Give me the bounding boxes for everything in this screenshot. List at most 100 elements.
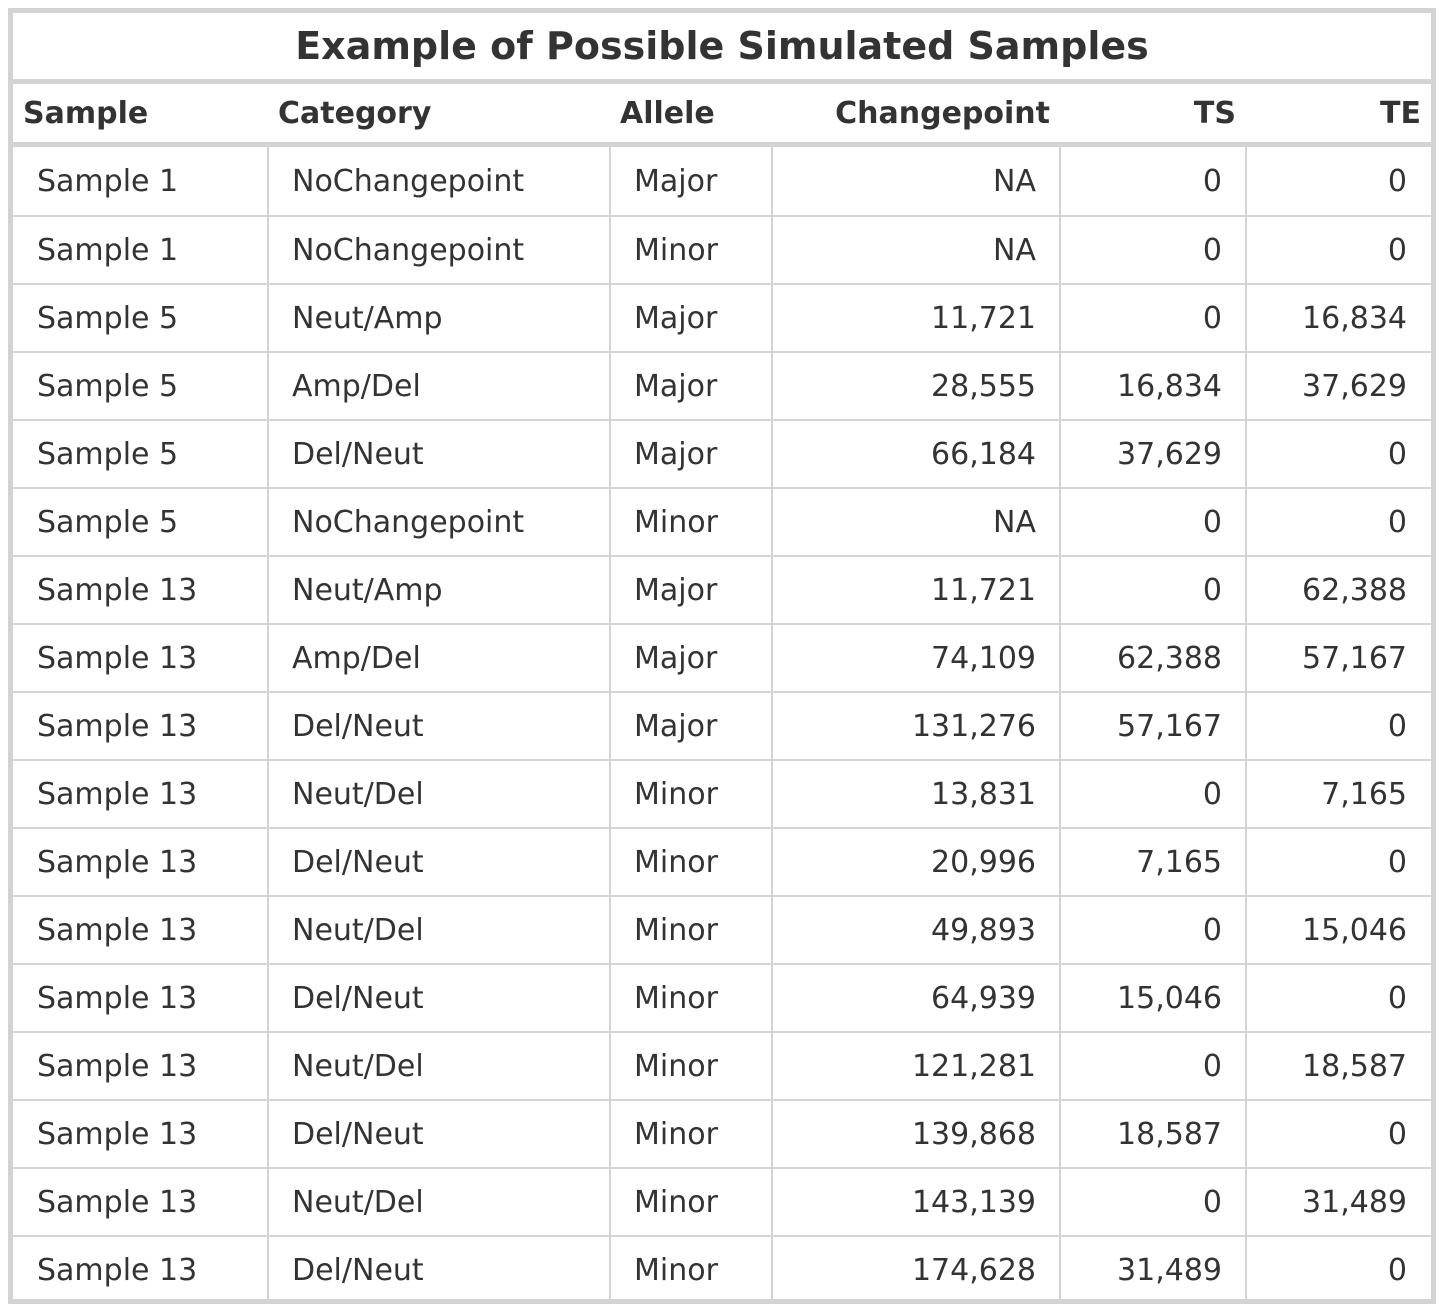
header-changepoint: Changepoint — [835, 95, 1050, 131]
table-row: Sample 5 Neut/Amp Major 11,721 0 16,834 — [13, 283, 1431, 351]
cell-allele: Major — [634, 640, 718, 676]
table-row: Sample 13 Del/Neut Minor 64,939 15,046 0 — [13, 963, 1431, 1031]
cell-ts: 0 — [1202, 163, 1222, 199]
cell-sample: Sample 5 — [37, 368, 179, 404]
cell-ts: 0 — [1202, 1048, 1222, 1084]
table-row: Sample 13 Neut/Del Minor 49,893 0 15,046 — [13, 895, 1431, 963]
cell-allele: Major — [634, 436, 718, 472]
cell-category: Del/Neut — [292, 708, 424, 744]
table-row: Sample 13 Neut/Del Minor 121,281 0 18,587 — [13, 1031, 1431, 1099]
column-divider — [267, 147, 269, 1304]
cell-allele: Minor — [634, 1184, 718, 1220]
cell-ts: 16,834 — [1117, 368, 1222, 404]
cell-sample: Sample 13 — [37, 776, 198, 812]
table-row: Sample 5 NoChangepoint Minor NA 0 0 — [13, 487, 1431, 555]
cell-allele: Minor — [634, 912, 718, 948]
header-ts: TS — [1193, 95, 1236, 131]
column-divider — [1059, 147, 1061, 1304]
cell-changepoint: 11,721 — [931, 572, 1036, 608]
cell-allele: Minor — [634, 1252, 718, 1288]
table-row: Sample 13 Neut/Amp Major 11,721 0 62,388 — [13, 555, 1431, 623]
cell-te: 0 — [1387, 980, 1407, 1016]
table-row: Sample 13 Del/Neut Minor 20,996 7,165 0 — [13, 827, 1431, 895]
cell-ts: 7,165 — [1136, 844, 1222, 880]
cell-te: 0 — [1387, 1252, 1407, 1288]
cell-te: 57,167 — [1302, 640, 1407, 676]
cell-ts: 0 — [1202, 912, 1222, 948]
cell-changepoint: 121,281 — [911, 1048, 1036, 1084]
cell-allele: Major — [634, 300, 718, 336]
table-row: Sample 1 NoChangepoint Minor NA 0 0 — [13, 215, 1431, 283]
cell-changepoint: 49,893 — [931, 912, 1036, 948]
cell-ts: 37,629 — [1117, 436, 1222, 472]
cell-sample: Sample 13 — [37, 980, 198, 1016]
cell-sample: Sample 13 — [37, 1184, 198, 1220]
cell-ts: 0 — [1202, 504, 1222, 540]
cell-changepoint: 66,184 — [931, 436, 1036, 472]
cell-allele: Major — [634, 708, 718, 744]
cell-changepoint: 28,555 — [931, 368, 1036, 404]
cell-sample: Sample 13 — [37, 1048, 198, 1084]
table-frame: Example of Possible Simulated Samples Sa… — [8, 8, 1436, 1304]
cell-sample: Sample 5 — [37, 504, 179, 540]
cell-category: Amp/Del — [292, 640, 421, 676]
table-row: Sample 13 Del/Neut Minor 174,628 31,489 0 — [13, 1235, 1431, 1303]
cell-ts: 18,587 — [1117, 1116, 1222, 1152]
table-row: Sample 5 Del/Neut Major 66,184 37,629 0 — [13, 419, 1431, 487]
header-te: TE — [1380, 95, 1421, 131]
table-row: Sample 13 Del/Neut Major 131,276 57,167 0 — [13, 691, 1431, 759]
cell-te: 16,834 — [1302, 300, 1407, 336]
cell-ts: 0 — [1202, 232, 1222, 268]
cell-category: Del/Neut — [292, 1252, 424, 1288]
cell-sample: Sample 13 — [37, 708, 198, 744]
cell-category: Amp/Del — [292, 368, 421, 404]
cell-te: 37,629 — [1302, 368, 1407, 404]
cell-changepoint: 174,628 — [911, 1252, 1036, 1288]
cell-allele: Minor — [634, 776, 718, 812]
cell-sample: Sample 13 — [37, 912, 198, 948]
table-row: Sample 13 Neut/Del Minor 13,831 0 7,165 — [13, 759, 1431, 827]
cell-category: Neut/Amp — [292, 572, 443, 608]
cell-category: Del/Neut — [292, 436, 424, 472]
header-divider — [13, 142, 1431, 147]
header-allele: Allele — [620, 95, 715, 131]
table-row: Sample 13 Amp/Del Major 74,109 62,388 57,167 — [13, 623, 1431, 691]
cell-te: 0 — [1387, 708, 1407, 744]
column-divider — [771, 147, 773, 1304]
cell-allele: Major — [634, 572, 718, 608]
cell-ts: 0 — [1202, 572, 1222, 608]
cell-ts: 31,489 — [1117, 1252, 1222, 1288]
cell-allele: Major — [634, 163, 718, 199]
cell-allele: Minor — [634, 1048, 718, 1084]
table-row: Sample 5 Amp/Del Major 28,555 16,834 37,629 — [13, 351, 1431, 419]
cell-category: NoChangepoint — [292, 504, 525, 540]
header-category: Category — [278, 95, 432, 131]
cell-ts: 15,046 — [1117, 980, 1222, 1016]
cell-changepoint: 13,831 — [931, 776, 1036, 812]
cell-allele: Minor — [634, 844, 718, 880]
table-body: Sample 1 NoChangepoint Major NA 0 0 Sample 1 No… — [13, 147, 1431, 1304]
cell-te: 0 — [1387, 163, 1407, 199]
cell-te: 62,388 — [1302, 572, 1407, 608]
table-title: Example of Possible Simulated Samples — [295, 24, 1149, 68]
column-divider — [609, 147, 611, 1304]
cell-changepoint: 131,276 — [911, 708, 1036, 744]
table-row: Sample 13 Del/Neut Minor 139,868 18,587 0 — [13, 1099, 1431, 1167]
cell-category: Neut/Del — [292, 1048, 424, 1084]
cell-sample: Sample 13 — [37, 1116, 198, 1152]
cell-changepoint: 64,939 — [931, 980, 1036, 1016]
cell-ts: 57,167 — [1117, 708, 1222, 744]
column-divider — [1245, 147, 1247, 1304]
cell-category: NoChangepoint — [292, 163, 525, 199]
cell-te: 15,046 — [1302, 912, 1407, 948]
cell-changepoint: 20,996 — [931, 844, 1036, 880]
header-sample: Sample — [23, 95, 149, 131]
cell-sample: Sample 1 — [37, 163, 179, 199]
cell-sample: Sample 5 — [37, 300, 179, 336]
table-row: Sample 13 Neut/Del Minor 143,139 0 31,489 — [13, 1167, 1431, 1235]
cell-te: 7,165 — [1321, 776, 1407, 812]
cell-category: Neut/Del — [292, 1184, 424, 1220]
cell-sample: Sample 13 — [37, 640, 198, 676]
cell-category: Neut/Amp — [292, 300, 443, 336]
cell-ts: 0 — [1202, 300, 1222, 336]
